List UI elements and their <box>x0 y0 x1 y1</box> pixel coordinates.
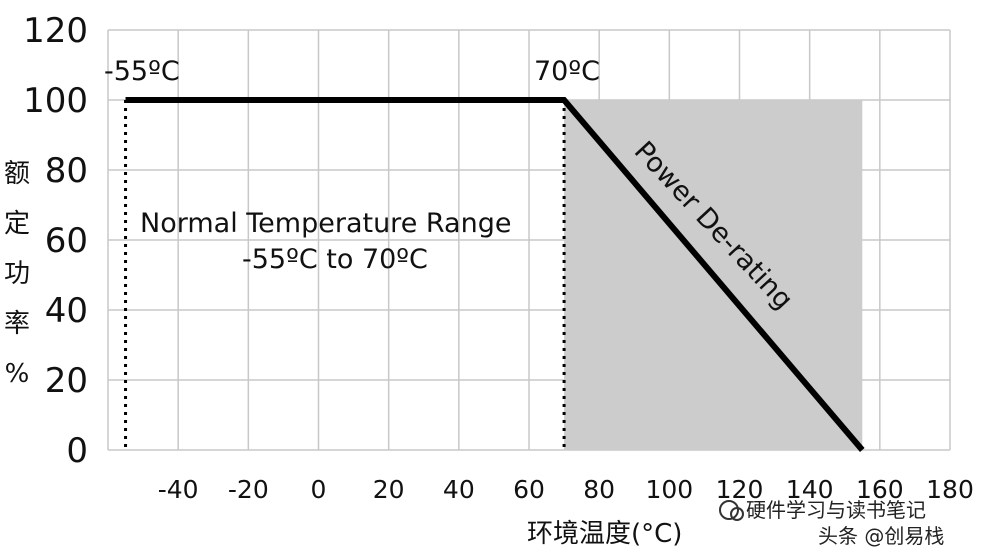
x-tick-label: 40 <box>443 475 475 504</box>
y-axis-label-char: 功 <box>4 259 30 289</box>
derating-curve <box>125 97 865 452</box>
x-tick-label: 80 <box>583 475 615 504</box>
wechat-icon <box>719 500 739 520</box>
max-temp-label: 70ºC <box>534 56 600 87</box>
x-tick-label: -20 <box>228 475 269 504</box>
x-tick-label: 0 <box>311 475 327 504</box>
watermark: 硬件学习与读书笔记 头条 @创易栈 <box>719 498 944 548</box>
y-axis-label-char: 额 <box>4 159 30 189</box>
watermark-line2: 头条 @创易栈 <box>818 524 944 548</box>
y-tick-label: 80 <box>45 151 88 191</box>
y-tick-labels: 0 20 40 60 80 100 120 <box>23 11 88 471</box>
x-tick-label: 120 <box>716 475 764 504</box>
x-tick-label: 20 <box>373 475 405 504</box>
y-axis-label-char: 率 <box>4 309 30 339</box>
y-tick-label: 120 <box>23 11 88 51</box>
x-tick-label: 180 <box>926 475 974 504</box>
x-tick-label: 160 <box>856 475 904 504</box>
x-axis-label: 环境温度(°C) <box>527 519 682 549</box>
watermark-line1: 硬件学习与读书笔记 <box>746 498 926 522</box>
min-temp-label: -55ºC <box>104 56 180 87</box>
y-axis-label-char: 定 <box>4 209 30 239</box>
y-tick-label: 0 <box>66 431 88 471</box>
y-tick-label: 20 <box>45 361 88 401</box>
y-axis-label-char: % <box>5 359 30 389</box>
x-tick-labels: -40 -20 0 20 40 60 80 100 120 140 160 180 <box>158 475 974 504</box>
x-tick-label: 140 <box>786 475 834 504</box>
wechat-icon-bubble <box>730 507 744 521</box>
range-values: -55ºC to 70ºC <box>242 244 428 275</box>
range-title: Normal Temperature Range <box>140 208 511 239</box>
x-tick-label: 100 <box>645 475 693 504</box>
x-tick-label: -40 <box>158 475 199 504</box>
y-tick-label: 100 <box>23 81 88 121</box>
y-tick-label: 40 <box>45 291 88 331</box>
y-tick-label: 60 <box>45 221 88 261</box>
x-tick-label: 60 <box>513 475 545 504</box>
